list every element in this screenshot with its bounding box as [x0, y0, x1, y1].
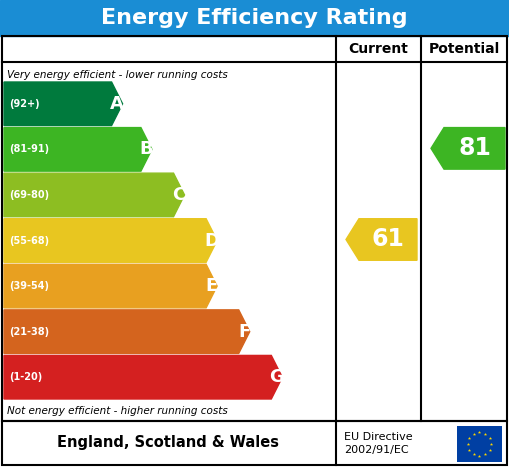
Text: G: G: [269, 368, 284, 386]
Text: D: D: [204, 232, 219, 249]
Bar: [2, 421, 507, 465]
Text: C: C: [173, 186, 186, 204]
Text: 2002/91/EC: 2002/91/EC: [344, 445, 409, 455]
Bar: [2, 36, 507, 421]
Polygon shape: [4, 127, 152, 171]
Text: (92+): (92+): [9, 99, 40, 109]
Polygon shape: [4, 310, 250, 354]
Text: A: A: [110, 95, 124, 113]
Text: EU Directive: EU Directive: [344, 432, 413, 442]
Text: (81-91): (81-91): [9, 144, 49, 155]
Text: B: B: [139, 141, 153, 158]
Text: Not energy efficient - higher running costs: Not energy efficient - higher running co…: [7, 406, 228, 416]
Text: E: E: [206, 277, 218, 295]
Text: (21-38): (21-38): [9, 326, 49, 337]
Text: (55-68): (55-68): [9, 235, 49, 246]
Polygon shape: [4, 264, 217, 308]
Text: F: F: [238, 323, 250, 340]
Polygon shape: [431, 127, 505, 169]
Polygon shape: [346, 219, 417, 260]
Text: Potential: Potential: [429, 42, 500, 56]
Text: (39-54): (39-54): [9, 281, 49, 291]
Polygon shape: [4, 355, 282, 399]
Bar: [457, 426, 502, 462]
Text: (1-20): (1-20): [9, 372, 42, 382]
Text: Current: Current: [349, 42, 408, 56]
Polygon shape: [4, 82, 123, 126]
Polygon shape: [4, 219, 217, 262]
Text: Very energy efficient - lower running costs: Very energy efficient - lower running co…: [7, 70, 228, 80]
Text: 81: 81: [458, 136, 491, 160]
Text: 61: 61: [372, 227, 405, 252]
Text: Energy Efficiency Rating: Energy Efficiency Rating: [101, 8, 408, 28]
Text: (69-80): (69-80): [9, 190, 49, 200]
Polygon shape: [4, 173, 185, 217]
Bar: [0, 0, 509, 36]
Text: England, Scotland & Wales: England, Scotland & Wales: [57, 434, 279, 450]
